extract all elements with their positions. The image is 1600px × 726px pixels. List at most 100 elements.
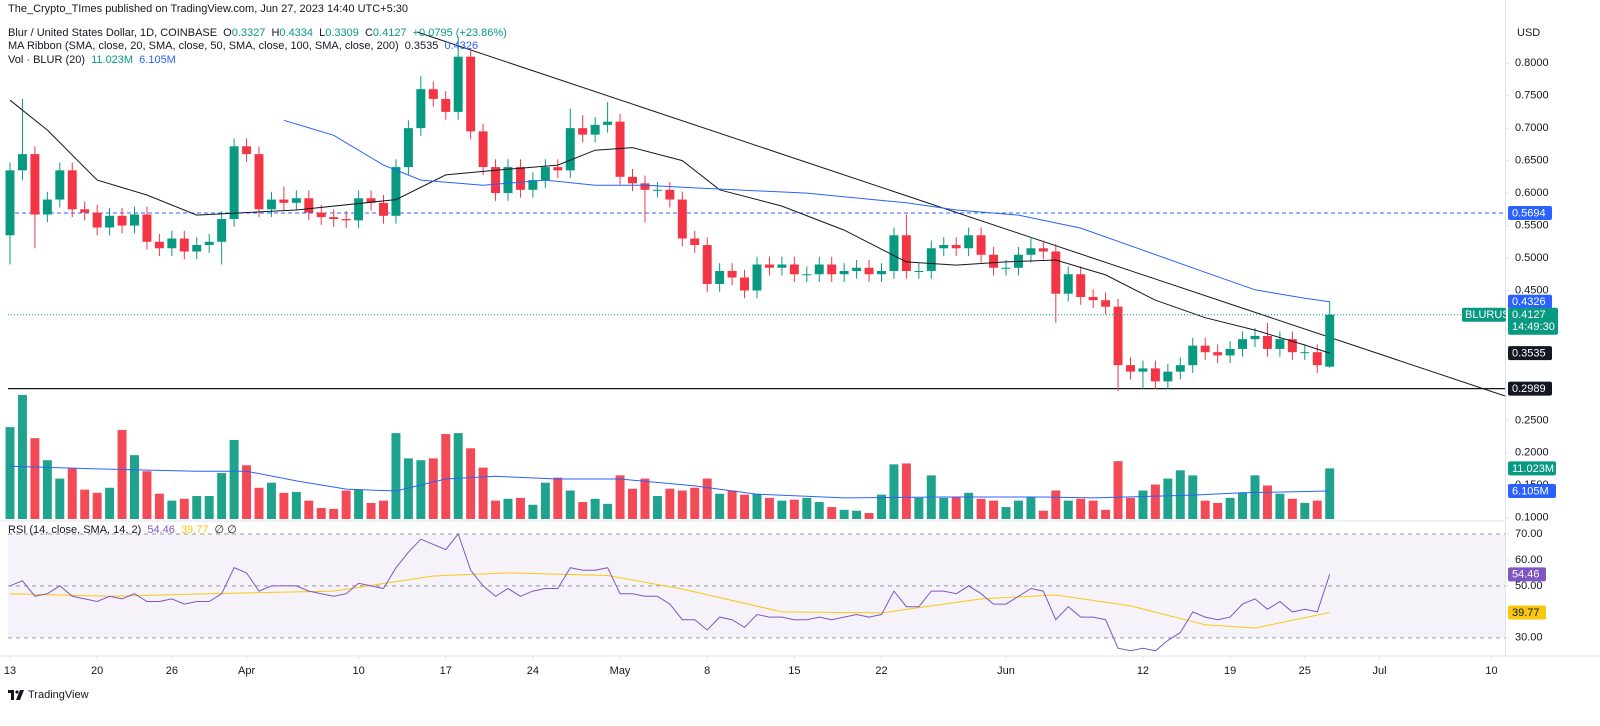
low-value: 0.3309 [325,27,359,39]
volume-bar [316,507,326,519]
volume-bar [503,498,513,519]
last-price: 0.4127 [1512,309,1546,321]
volume-bar [1126,497,1135,519]
y-tick-label: 0.2500 [1515,414,1549,426]
candle-body [266,199,276,210]
candle-body [391,167,401,216]
candle-body [1150,368,1160,382]
volume-bar [117,429,127,519]
candle-body [740,277,750,291]
candle-body [304,198,314,213]
candle-body [179,238,189,252]
volume-bar [403,458,413,519]
volume-bar [167,500,177,519]
volume-bar [1300,502,1310,519]
volume-bar [179,498,189,519]
candle-body [130,214,139,226]
volume-bar [1026,496,1036,519]
volume-bar [964,492,974,519]
level-label-bg [1508,381,1552,396]
x-tick-label: 15 [788,665,800,677]
candle-body [652,189,662,191]
candle-body [1312,352,1322,366]
candle-body [889,235,899,271]
candle-body [279,199,289,203]
rsi-extra: ∅ ∅ [214,524,237,536]
x-tick-label: 17 [440,665,452,677]
candle-body [329,217,339,220]
candle-body [242,146,252,155]
volume-bar [603,503,613,519]
ohlc-label: H [271,27,280,39]
symbol-tag-bg [1462,307,1506,322]
candle-body [1213,352,1223,356]
volume-bar [752,493,762,519]
ma-line: MA Ribbon (SMA, close, 20, SMA, close, 5… [8,40,481,53]
y-tick-label: 0.7500 [1515,90,1549,102]
volume-bar [1113,461,1123,519]
candle-body [1262,335,1272,349]
close-value: 0.4127 [372,27,407,39]
vol-line: Vol · BLUR (20) 11.023M 6.105M [8,54,179,67]
ma-label: 0.4326 [1512,296,1546,308]
volume-bar [565,490,575,519]
publisher: The_Crypto_TImes published on TradingVie… [8,3,409,15]
rsi-ma-label-bg [1508,605,1546,620]
y-tick-label: 0.6500 [1515,155,1549,167]
candle-body [192,245,202,252]
rsi-line [9,532,1331,652]
volume-bar [1101,509,1111,519]
candle-body [839,270,849,275]
rsi-ma-line [9,572,1330,629]
candle-body [926,248,936,271]
volume-bar [466,448,476,519]
candle-body [42,199,52,215]
volume-bar [1262,485,1272,519]
x-tick-label: Jul [1372,665,1386,677]
volume-bar [80,489,90,519]
symbol-line: Blur / United States Dollar, 1D, COINBAS… [8,27,510,40]
y-tick-label: 0.7000 [1515,122,1549,134]
candle-body [316,212,326,218]
candle-body [1038,248,1048,252]
volume-bar [814,502,824,519]
volume-bar [1076,498,1086,519]
volume-bar [615,475,625,519]
candle-body [540,167,550,181]
ma-label-bg [1508,294,1552,309]
candle-body [864,267,874,275]
ma-label-bg [1508,346,1552,361]
y-tick-label: 0.2000 [1515,447,1549,459]
x-tick-label: 24 [527,665,539,677]
candle-body [1101,300,1111,307]
candle-body [1163,371,1173,382]
x-tick-label: 12 [1137,665,1149,677]
x-tick-label: 20 [91,665,103,677]
volume-bar [366,502,376,519]
volume-bar [329,508,339,519]
candle-body [752,264,762,291]
volume-bar [5,427,15,519]
volume-ma-label: 6.105M [1512,485,1549,497]
volume-bar [1038,510,1048,519]
candle-body [254,154,264,210]
x-tick-label: 10 [1485,665,1497,677]
volume-bar [1063,500,1073,519]
candle-body [1188,345,1198,366]
ma-title: MA Ribbon (SMA, close, 20, SMA, close, 5… [8,40,399,52]
volume-bar [192,496,202,519]
candle-body [1175,365,1185,372]
candle-body [1088,296,1098,301]
footer: TradingView [8,689,89,701]
volume-bar [976,498,986,519]
vol-value: 11.023M [91,54,134,66]
volume-bar [254,487,264,519]
volume-bar [1150,484,1160,519]
rsi-tick-label: 50.00 [1515,580,1543,592]
publisher-line: The_Crypto_TImes published on TradingVie… [8,3,411,16]
candle-body [354,198,364,221]
candle-body [1113,306,1123,366]
candle-body [1063,274,1073,294]
volume-bar [877,494,886,519]
